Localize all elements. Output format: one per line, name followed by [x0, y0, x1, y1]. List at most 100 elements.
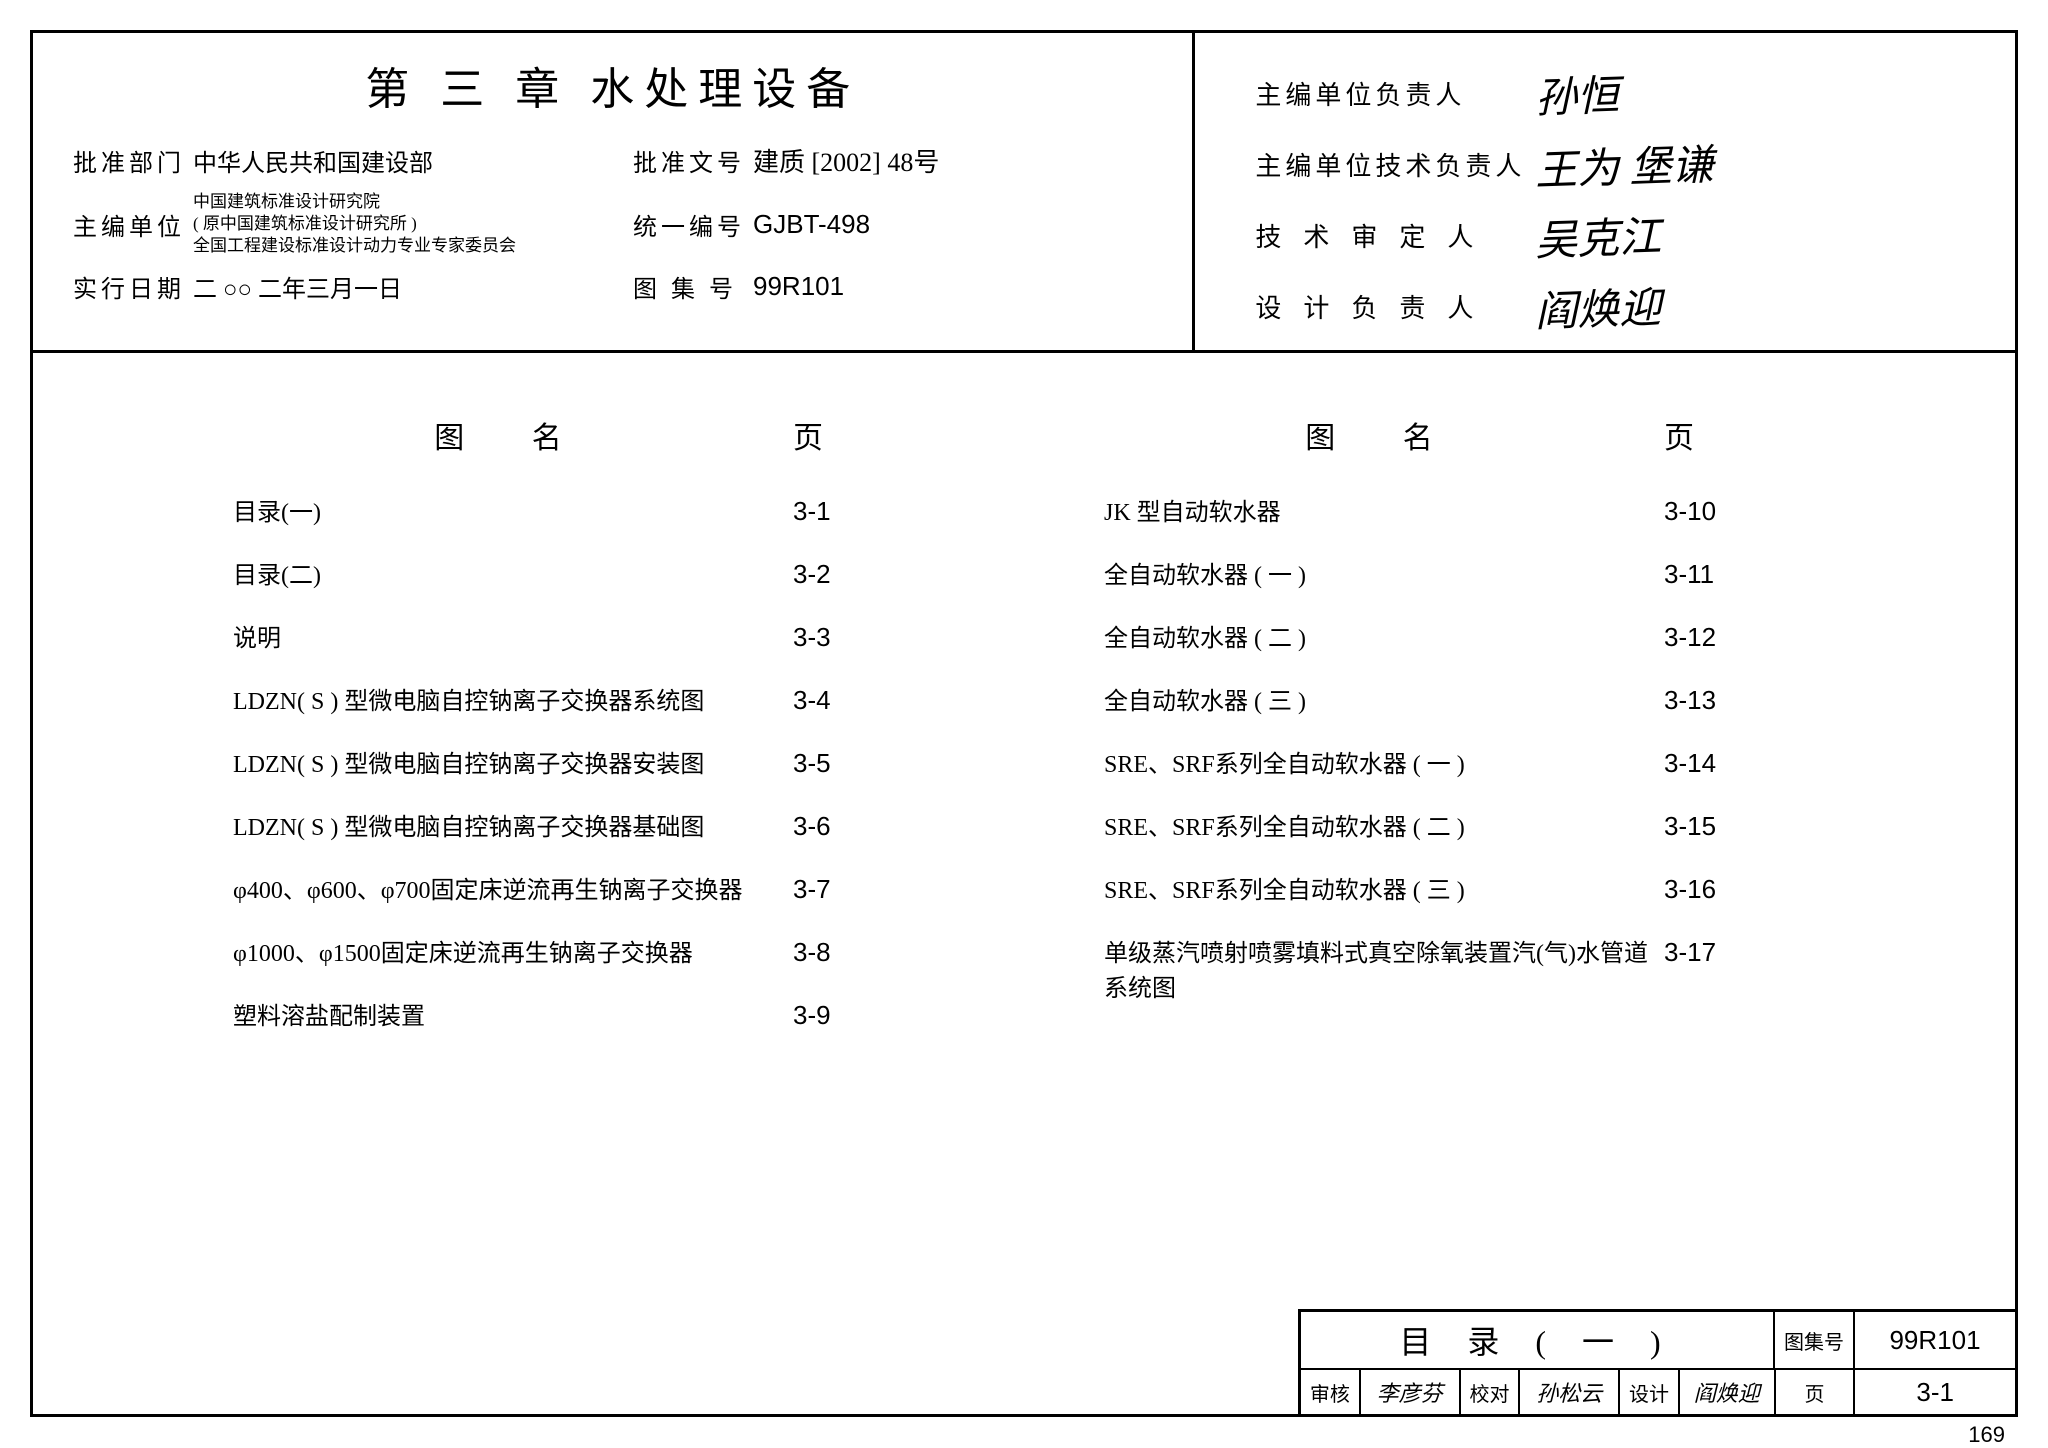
signature-value: 吴克江: [1534, 203, 1662, 268]
header-left-panel: 第 三 章 水处理设备 批准部门中华人民共和国建设部 批准文号建质 [2002] …: [33, 33, 1195, 350]
signature-label: 主编单位技术负责人: [1255, 146, 1535, 183]
toc-item-page: 3-11: [1664, 559, 1784, 590]
toc-item-page: 3-14: [1664, 748, 1784, 779]
tb-page-value: 3-1: [1855, 1370, 2015, 1414]
toc-item-name: JK 型自动软水器: [1104, 492, 1664, 527]
toc-item-page: 3-1: [793, 496, 913, 527]
toc-row: φ1000、φ1500固定床逆流再生钠离子交换器3-8: [233, 933, 1044, 968]
toc-item-name: LDZN( S ) 型微电脑自控钠离子交换器系统图: [233, 681, 793, 716]
toc-item-name: LDZN( S ) 型微电脑自控钠离子交换器基础图: [233, 807, 793, 842]
toc-item-name: φ1000、φ1500固定床逆流再生钠离子交换器: [233, 933, 793, 968]
toc-row: 目录(一)3-1: [233, 492, 1044, 527]
chapter-title: 第 三 章 水处理设备: [73, 53, 1152, 117]
toc-item-page: 3-2: [793, 559, 913, 590]
signature-row: 设计负责人阎焕迎: [1255, 276, 1975, 337]
info-value: 建质 [2002] 48号: [753, 142, 939, 179]
title-block-set-label: 图集号: [1775, 1312, 1855, 1368]
signature-row: 主编单位技术负责人王为 堡谦: [1255, 134, 1975, 195]
toc-row: 塑料溶盐配制装置3-9: [233, 996, 1044, 1031]
toc-item-page: 3-6: [793, 811, 913, 842]
header-info-row: 实行日期二 ○○ 二年三月一日 图 集 号99R101: [73, 269, 1152, 304]
toc-item-name: SRE、SRF系列全自动软水器 ( 三 ): [1104, 870, 1664, 905]
toc-item-name: SRE、SRF系列全自动软水器 ( 一 ): [1104, 744, 1664, 779]
toc-row: 全自动软水器 ( 三 )3-13: [1104, 681, 1915, 716]
toc-item-page: 3-4: [793, 685, 913, 716]
toc-item-name: 塑料溶盐配制装置: [233, 996, 793, 1031]
toc-item-name: 全自动软水器 ( 三 ): [1104, 681, 1664, 716]
header-info-row: 主编单位中国建筑标准设计研究院( 原中国建筑标准设计研究所 )全国工程建设标准设…: [73, 191, 1152, 257]
toc-item-page: 3-17: [1664, 937, 1784, 968]
toc-header-page: 页: [1664, 413, 1784, 457]
toc-body: 图 名 页 目录(一)3-1目录(二)3-2说明3-3LDZN( S ) 型微电…: [33, 353, 2015, 1414]
info-label: 批准部门: [73, 143, 193, 178]
tb-review-label: 审核: [1301, 1370, 1361, 1414]
toc-item-page: 3-16: [1664, 874, 1784, 905]
toc-item-name: 目录(一): [233, 492, 793, 527]
toc-row: LDZN( S ) 型微电脑自控钠离子交换器系统图3-4: [233, 681, 1044, 716]
signature-value: 阎焕迎: [1534, 274, 1662, 339]
toc-row: 目录(二)3-2: [233, 555, 1044, 590]
tb-page-label: 页: [1776, 1370, 1856, 1414]
toc-item-page: 3-12: [1664, 622, 1784, 653]
header-info-row: 批准部门中华人民共和国建设部 批准文号建质 [2002] 48号: [73, 142, 1152, 179]
info-value: 二 ○○ 二年三月一日: [193, 269, 402, 304]
toc-item-name: 全自动软水器 ( 二 ): [1104, 618, 1664, 653]
toc-row: SRE、SRF系列全自动软水器 ( 一 )3-14: [1104, 744, 1915, 779]
toc-item-page: 3-10: [1664, 496, 1784, 527]
info-label: 统一编号: [633, 207, 753, 242]
toc-item-page: 3-15: [1664, 811, 1784, 842]
title-block-set-value: 99R101: [1855, 1312, 2015, 1368]
info-label: 主编单位: [73, 207, 193, 242]
toc-item-page: 3-8: [793, 937, 913, 968]
toc-item-name: 说明: [233, 618, 793, 653]
toc-row: LDZN( S ) 型微电脑自控钠离子交换器安装图3-5: [233, 744, 1044, 779]
tb-design-sig: 阎焕迎: [1680, 1370, 1776, 1414]
signature-row: 技术审定人吴克江: [1255, 205, 1975, 266]
toc-row: 全自动软水器 ( 一 )3-11: [1104, 555, 1915, 590]
outside-page-number: 169: [1968, 1422, 2005, 1448]
toc-row: LDZN( S ) 型微电脑自控钠离子交换器基础图3-6: [233, 807, 1044, 842]
info-label: 批准文号: [633, 143, 753, 178]
toc-item-page: 3-9: [793, 1000, 913, 1031]
toc-item-page: 3-3: [793, 622, 913, 653]
toc-row: 全自动软水器 ( 二 )3-12: [1104, 618, 1915, 653]
tb-review-sig: 李彦芬: [1361, 1370, 1461, 1414]
toc-row: SRE、SRF系列全自动软水器 ( 二 )3-15: [1104, 807, 1915, 842]
info-value: 中国建筑标准设计研究院( 原中国建筑标准设计研究所 )全国工程建设标准设计动力专…: [193, 191, 516, 257]
toc-row: SRE、SRF系列全自动软水器 ( 三 )3-16: [1104, 870, 1915, 905]
info-label: 图 集 号: [633, 269, 753, 304]
info-value: 中华人民共和国建设部: [193, 143, 433, 178]
info-label: 实行日期: [73, 269, 193, 304]
signature-value: 孙恒: [1534, 62, 1620, 126]
signature-row: 主编单位负责人孙恒: [1255, 63, 1975, 124]
toc-header-name: 图 名: [233, 413, 793, 457]
signature-label: 主编单位负责人: [1255, 75, 1535, 112]
signature-label: 技术审定人: [1255, 217, 1535, 254]
toc-item-name: 单级蒸汽喷射喷雾填料式真空除氧装置汽(气)水管道系统图: [1104, 933, 1664, 1003]
tb-design-label: 设计: [1620, 1370, 1680, 1414]
signature-label: 设计负责人: [1255, 288, 1535, 325]
info-value: GJBT-498: [753, 209, 870, 240]
toc-item-name: 目录(二): [233, 555, 793, 590]
toc-row: JK 型自动软水器3-10: [1104, 492, 1915, 527]
toc-item-name: φ400、φ600、φ700固定床逆流再生钠离子交换器: [233, 870, 793, 905]
toc-row: 单级蒸汽喷射喷雾填料式真空除氧装置汽(气)水管道系统图3-17: [1104, 933, 1915, 1003]
toc-row: φ400、φ600、φ700固定床逆流再生钠离子交换器3-7: [233, 870, 1044, 905]
header-block: 第 三 章 水处理设备 批准部门中华人民共和国建设部 批准文号建质 [2002] …: [33, 33, 2015, 353]
toc-item-name: LDZN( S ) 型微电脑自控钠离子交换器安装图: [233, 744, 793, 779]
tb-proof-label: 校对: [1461, 1370, 1521, 1414]
toc-item-page: 3-7: [793, 874, 913, 905]
drawing-sheet: 第 三 章 水处理设备 批准部门中华人民共和国建设部 批准文号建质 [2002] …: [30, 30, 2018, 1417]
toc-item-page: 3-5: [793, 748, 913, 779]
toc-item-name: SRE、SRF系列全自动软水器 ( 二 ): [1104, 807, 1664, 842]
toc-row: 说明3-3: [233, 618, 1044, 653]
title-block: 目 录 ( 一 ) 图集号 99R101 审核 李彦芬 校对 孙松云 设计 阎焕…: [1298, 1309, 2018, 1417]
signature-value: 王为 堡谦: [1534, 131, 1715, 198]
info-value: 99R101: [753, 271, 844, 302]
toc-column-left: 图 名 页 目录(一)3-1目录(二)3-2说明3-3LDZN( S ) 型微电…: [233, 413, 1044, 1059]
tb-proof-sig: 孙松云: [1520, 1370, 1620, 1414]
toc-item-name: 全自动软水器 ( 一 ): [1104, 555, 1664, 590]
title-block-title: 目 录 ( 一 ): [1301, 1312, 1775, 1368]
toc-header-page: 页: [793, 413, 913, 457]
header-right-panel: 主编单位负责人孙恒主编单位技术负责人王为 堡谦技术审定人吴克江设计负责人阎焕迎: [1195, 33, 2015, 350]
